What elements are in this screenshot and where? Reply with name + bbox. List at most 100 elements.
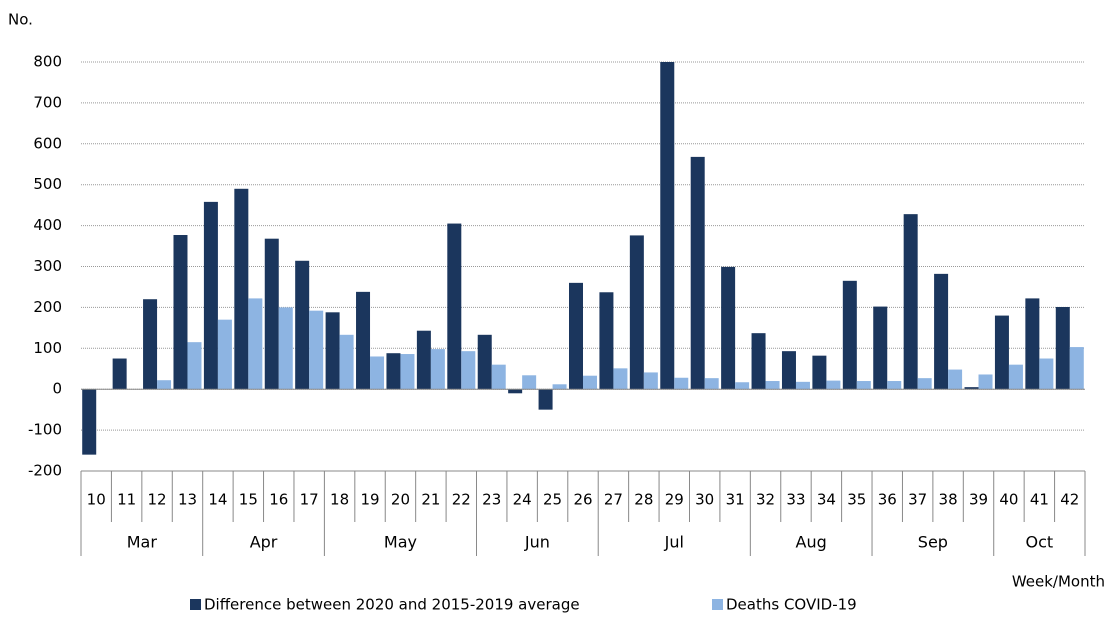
bar xyxy=(325,312,340,390)
x-tick-label: 11 xyxy=(117,491,136,509)
month-label: Sep xyxy=(918,533,948,552)
bar xyxy=(234,188,249,390)
bar xyxy=(994,315,1009,390)
bar xyxy=(583,375,597,390)
x-tick-label: 28 xyxy=(634,491,653,509)
x-tick-label: 34 xyxy=(817,491,836,509)
x-tick-label: 17 xyxy=(300,491,319,509)
legend-label: Difference between 2020 and 2015-2019 av… xyxy=(204,596,580,614)
month-label: Apr xyxy=(250,533,278,552)
bar xyxy=(917,378,932,390)
y-tick-label: 400 xyxy=(33,216,62,234)
y-tick-label: -100 xyxy=(28,421,62,439)
x-tick-label: 37 xyxy=(908,491,927,509)
legend-label: Deaths COVID-19 xyxy=(726,596,857,614)
y-axis-title: No. xyxy=(8,11,33,29)
bar xyxy=(400,354,415,390)
bar xyxy=(416,330,431,390)
bar xyxy=(1025,298,1040,390)
bar xyxy=(599,292,614,390)
month-label: Jun xyxy=(524,533,550,552)
x-tick-label: 13 xyxy=(178,491,197,509)
x-tick-label: 39 xyxy=(969,491,988,509)
month-label: Oct xyxy=(1026,533,1054,552)
x-tick-label: 10 xyxy=(87,491,106,509)
bar xyxy=(751,333,766,390)
bar xyxy=(522,375,537,390)
bar xyxy=(613,368,628,390)
y-tick-label: -200 xyxy=(28,462,62,480)
bar xyxy=(447,223,462,390)
x-tick-label: 12 xyxy=(148,491,167,509)
bar xyxy=(934,273,949,390)
month-label: Aug xyxy=(796,533,827,552)
bar xyxy=(82,389,97,455)
bar xyxy=(948,369,963,390)
bar xyxy=(873,306,888,390)
bar xyxy=(278,307,293,390)
x-tick-label: 30 xyxy=(695,491,714,509)
x-tick-label: 15 xyxy=(239,491,258,509)
x-tick-label: 27 xyxy=(604,491,623,509)
y-tick-label: 600 xyxy=(33,134,62,152)
bar xyxy=(735,382,750,390)
bar xyxy=(964,387,979,390)
bar xyxy=(629,235,644,390)
bar xyxy=(248,298,263,390)
bar xyxy=(887,381,902,390)
x-tick-label: 20 xyxy=(391,491,410,509)
bar xyxy=(157,380,172,390)
bar xyxy=(721,266,736,390)
bar xyxy=(173,235,188,390)
bar xyxy=(356,291,371,390)
bar xyxy=(1069,347,1084,390)
x-axis-title: Week/Month xyxy=(1012,573,1105,591)
y-tick-label: 100 xyxy=(33,339,62,357)
bar xyxy=(112,358,127,390)
bar xyxy=(386,353,401,390)
x-tick-label: 21 xyxy=(421,491,440,509)
legend-swatch xyxy=(190,599,201,610)
bar xyxy=(217,319,232,390)
bar xyxy=(538,389,553,410)
month-label: Mar xyxy=(127,533,158,552)
x-tick-label: 40 xyxy=(999,491,1018,509)
bar xyxy=(1039,358,1054,390)
x-tick-label: 41 xyxy=(1030,491,1049,509)
bar xyxy=(690,156,705,390)
legend-swatch xyxy=(712,599,723,610)
bar xyxy=(978,374,993,390)
y-tick-label: 200 xyxy=(33,298,62,316)
bar xyxy=(264,238,279,390)
bar xyxy=(508,389,523,394)
bar xyxy=(781,351,796,390)
y-tick-label: 0 xyxy=(52,380,62,398)
bar xyxy=(812,355,827,390)
bar xyxy=(795,381,810,390)
x-tick-label: 38 xyxy=(939,491,958,509)
bar xyxy=(295,260,310,390)
x-tick-label: 36 xyxy=(878,491,897,509)
bar xyxy=(643,372,658,390)
x-tick-label: 26 xyxy=(573,491,592,509)
y-tick-label: 300 xyxy=(33,257,62,275)
bar xyxy=(1055,306,1070,390)
bar xyxy=(491,364,506,390)
x-tick-label: 22 xyxy=(452,491,471,509)
x-tick-label: 31 xyxy=(726,491,745,509)
month-label: May xyxy=(384,533,417,552)
x-tick-label: 18 xyxy=(330,491,349,509)
bar xyxy=(660,62,675,390)
bar xyxy=(674,377,689,390)
bar xyxy=(309,310,324,390)
x-tick-label: 42 xyxy=(1060,491,1079,509)
bar xyxy=(842,280,857,390)
bar xyxy=(339,334,354,390)
x-tick-label: 24 xyxy=(513,491,532,509)
bar xyxy=(461,351,476,390)
x-tick-label: 23 xyxy=(482,491,501,509)
bar xyxy=(765,381,780,390)
bar xyxy=(856,381,871,390)
bar xyxy=(704,378,719,390)
